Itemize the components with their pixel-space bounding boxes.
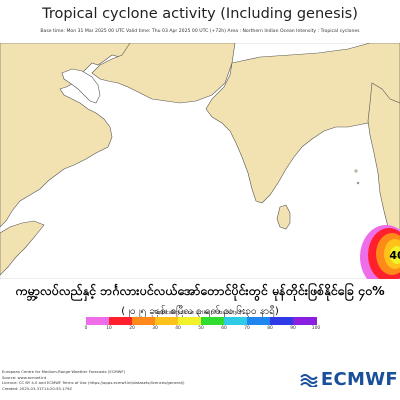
legend-tick-label: 80 [267, 326, 273, 331]
credits-line3: Licence: CC BY 4.0 and ECMWF Terms of Us… [2, 380, 185, 385]
land-nicobar-island [356, 181, 360, 185]
land-india [205, 43, 400, 204]
legend-swatch [224, 317, 248, 325]
legend-tick-label: 0 [84, 326, 88, 331]
ecmwf-logo-icon [300, 373, 318, 387]
legend-ticks: 0 10 20 30 40 50 60 70 80 90 100 [84, 325, 321, 333]
land-andaman-island [354, 169, 358, 173]
caption-line2: (၂၀၂၅ ခုနှစ်၊ ဧပြီလ ၃ ရက် ည ၆:၃၀ နာရီ) [121, 306, 279, 317]
color-legend: Tropical cyclone strike probability (%) … [84, 310, 321, 333]
land-middle-east [0, 43, 131, 228]
legend-tick-label: 60 [221, 326, 227, 331]
prob-ring-40-50 [390, 246, 400, 264]
chart-title: Tropical cyclone activity (Including gen… [42, 6, 358, 22]
credits-block: European Centre for Medium-Range Weather… [2, 369, 185, 391]
map-canvas: 40 [0, 43, 400, 279]
legend-swatch [247, 317, 271, 325]
legend-tick-label: 20 [129, 326, 135, 331]
caption-block: ကမ္ဘာ့လပ်လည်နှင့် ဘင်္ဂလားပင်လယ်အော်တောင… [0, 283, 400, 319]
map-panel: 40 [0, 43, 400, 279]
ecmwf-logo: ECMWF [299, 369, 398, 390]
legend-title: Tropical cyclone strike probability (%) [154, 310, 248, 316]
legend-tick-label: 10 [106, 326, 112, 331]
caption-line1: ကမ္ဘာ့လပ်လည်နှင့် ဘင်္ဂလားပင်လယ်အော်တောင… [15, 283, 385, 298]
legend-swatch [178, 317, 202, 325]
land-horn-of-africa [0, 220, 45, 276]
legend-tick-label: 40 [175, 326, 181, 331]
legend-tick-label: 50 [198, 326, 204, 331]
credits-line4: Created: 2025-03-31T14:20:55.179Z [2, 385, 73, 391]
land-iran-pakistan [91, 43, 236, 104]
credits-line2: Source: www.ecmwf.int [2, 374, 47, 380]
land-sri-lanka [276, 204, 291, 230]
probability-hotspot: 40 [360, 225, 400, 279]
credits-line1: European Centre for Medium-Range Weather… [2, 369, 126, 374]
legend-swatch [293, 317, 317, 325]
chart-subtitle: Base time: Mon 31 Mar 2025 00 UTC Valid … [40, 29, 360, 34]
legend-swatch [201, 317, 225, 325]
legend-swatch [270, 317, 294, 325]
legend-swatch [132, 317, 156, 325]
persian-gulf [61, 68, 101, 104]
legend-swatch [86, 317, 110, 325]
hotspot-value-label: 40 [389, 249, 400, 262]
legend-swatch [155, 317, 179, 325]
legend-tick-label: 90 [290, 326, 296, 331]
land-southeast-asia [367, 82, 400, 244]
legend-tick-label: 100 [311, 326, 321, 331]
legend-tick-label: 30 [152, 326, 158, 331]
legend-tick-label: 70 [244, 326, 250, 331]
legend-color-bar [86, 317, 317, 325]
legend-swatch [109, 317, 133, 325]
ecmwf-logo-text: ECMWF [320, 369, 398, 390]
